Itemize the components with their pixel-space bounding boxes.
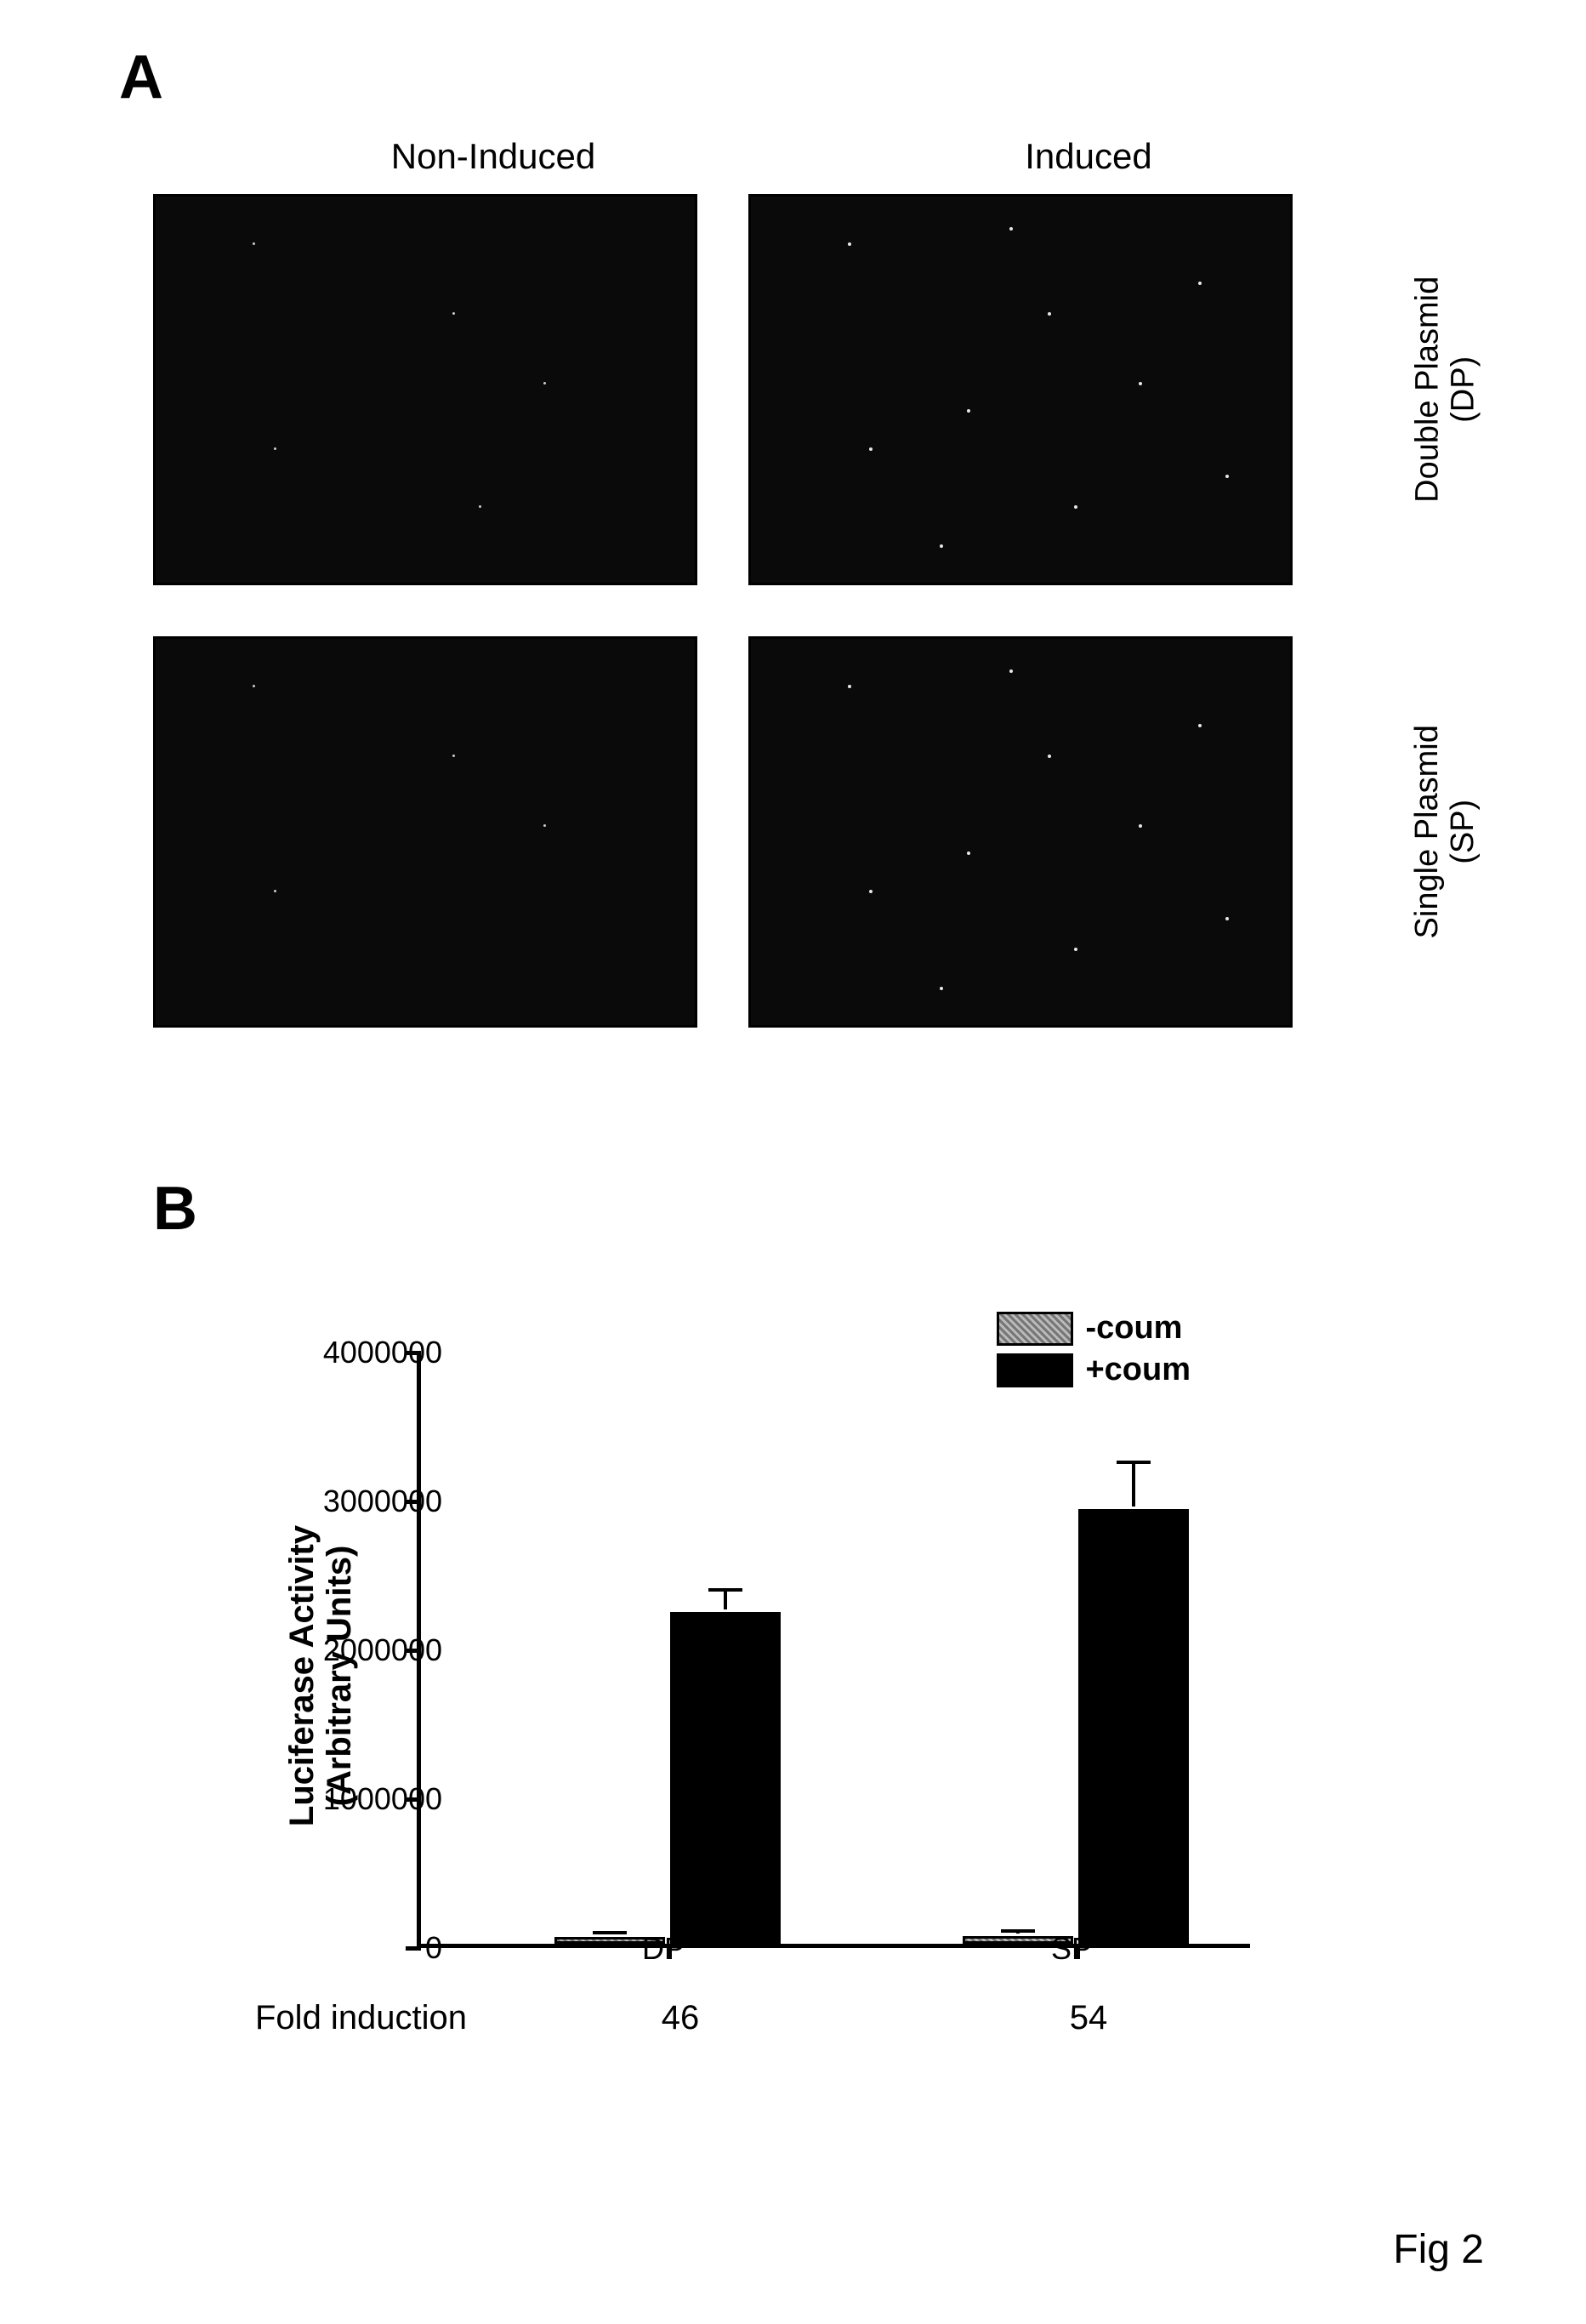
micrograph-sp-induced bbox=[748, 636, 1293, 1028]
col-header-noninduced: Non-Induced bbox=[221, 136, 765, 177]
panel-a-label: A bbox=[119, 43, 163, 112]
error-cap bbox=[1117, 1461, 1151, 1464]
fold-induction-sp: 54 bbox=[961, 1999, 1216, 2037]
bar-chart: -coum +coum Luciferase Activity (Arbitra… bbox=[221, 1327, 1293, 2025]
micrograph-row-sp: Single Plasmid (SP) bbox=[153, 636, 1446, 1028]
error-cap bbox=[708, 1588, 742, 1592]
row-label-dp: Double Plasmid (DP) bbox=[1410, 276, 1481, 503]
y-tick-label: 0 bbox=[272, 1930, 442, 1966]
error-bar bbox=[1132, 1462, 1135, 1507]
legend-item-minus: -coum bbox=[997, 1310, 1191, 1347]
y-tick-label: 2000000 bbox=[272, 1632, 442, 1668]
col-header-induced: Induced bbox=[816, 136, 1361, 177]
y-tick-label: 4000000 bbox=[272, 1335, 442, 1370]
fold-induction-label: Fold induction bbox=[221, 1999, 527, 2037]
bar-group-sp bbox=[948, 1509, 1203, 1944]
figure-page: A Non-Induced Induced Double Plasmid (DP… bbox=[0, 0, 1586, 2324]
micrograph-dp-induced bbox=[748, 194, 1293, 585]
micrograph-row-dp: Double Plasmid (DP) bbox=[153, 194, 1446, 585]
legend-swatch-minus bbox=[997, 1312, 1073, 1346]
y-tick-label: 3000000 bbox=[272, 1484, 442, 1519]
x-tick-label-dp: DP bbox=[536, 1931, 791, 1967]
bar-group-dp bbox=[540, 1612, 795, 1944]
y-tick-label: 1000000 bbox=[272, 1781, 442, 1817]
panel-a-column-headers: Non-Induced Induced bbox=[221, 136, 1446, 177]
fold-induction-dp: 46 bbox=[553, 1999, 808, 2037]
row-label-dp-wrap: Double Plasmid (DP) bbox=[1420, 194, 1471, 585]
panel-a: Non-Induced Induced Double Plasmid (DP) bbox=[153, 136, 1446, 1028]
row-label-sp-line1: Single Plasmid bbox=[1409, 725, 1445, 938]
bar-dp-plus bbox=[670, 1612, 781, 1944]
x-tick-label-sp: SP bbox=[944, 1931, 1199, 1967]
figure-caption: Fig 2 bbox=[1393, 2226, 1484, 2273]
micrograph-sp-noninduced bbox=[153, 636, 697, 1028]
row-label-sp-wrap: Single Plasmid (SP) bbox=[1420, 636, 1471, 1028]
bar-sp-plus bbox=[1078, 1509, 1189, 1944]
panel-b: -coum +coum Luciferase Activity (Arbitra… bbox=[221, 1327, 1293, 2178]
error-bar bbox=[724, 1590, 727, 1609]
row-label-sp: Single Plasmid (SP) bbox=[1410, 725, 1481, 938]
micrograph-grid: Double Plasmid (DP) Single Plasmid (SP) bbox=[153, 194, 1446, 1028]
row-label-dp-line2: (DP) bbox=[1445, 356, 1481, 423]
row-label-dp-line1: Double Plasmid bbox=[1409, 276, 1445, 503]
fold-induction-row: Fold induction 46 54 bbox=[221, 1999, 1293, 2037]
panel-b-label: B bbox=[153, 1174, 197, 1244]
y-axis-title-line2: (Arbitrary Units) bbox=[321, 1546, 358, 1807]
row-label-sp-line2: (SP) bbox=[1445, 800, 1481, 864]
legend-label-minus: -coum bbox=[1085, 1310, 1182, 1347]
plot-area bbox=[417, 1353, 1250, 1948]
micrograph-dp-noninduced bbox=[153, 194, 697, 585]
